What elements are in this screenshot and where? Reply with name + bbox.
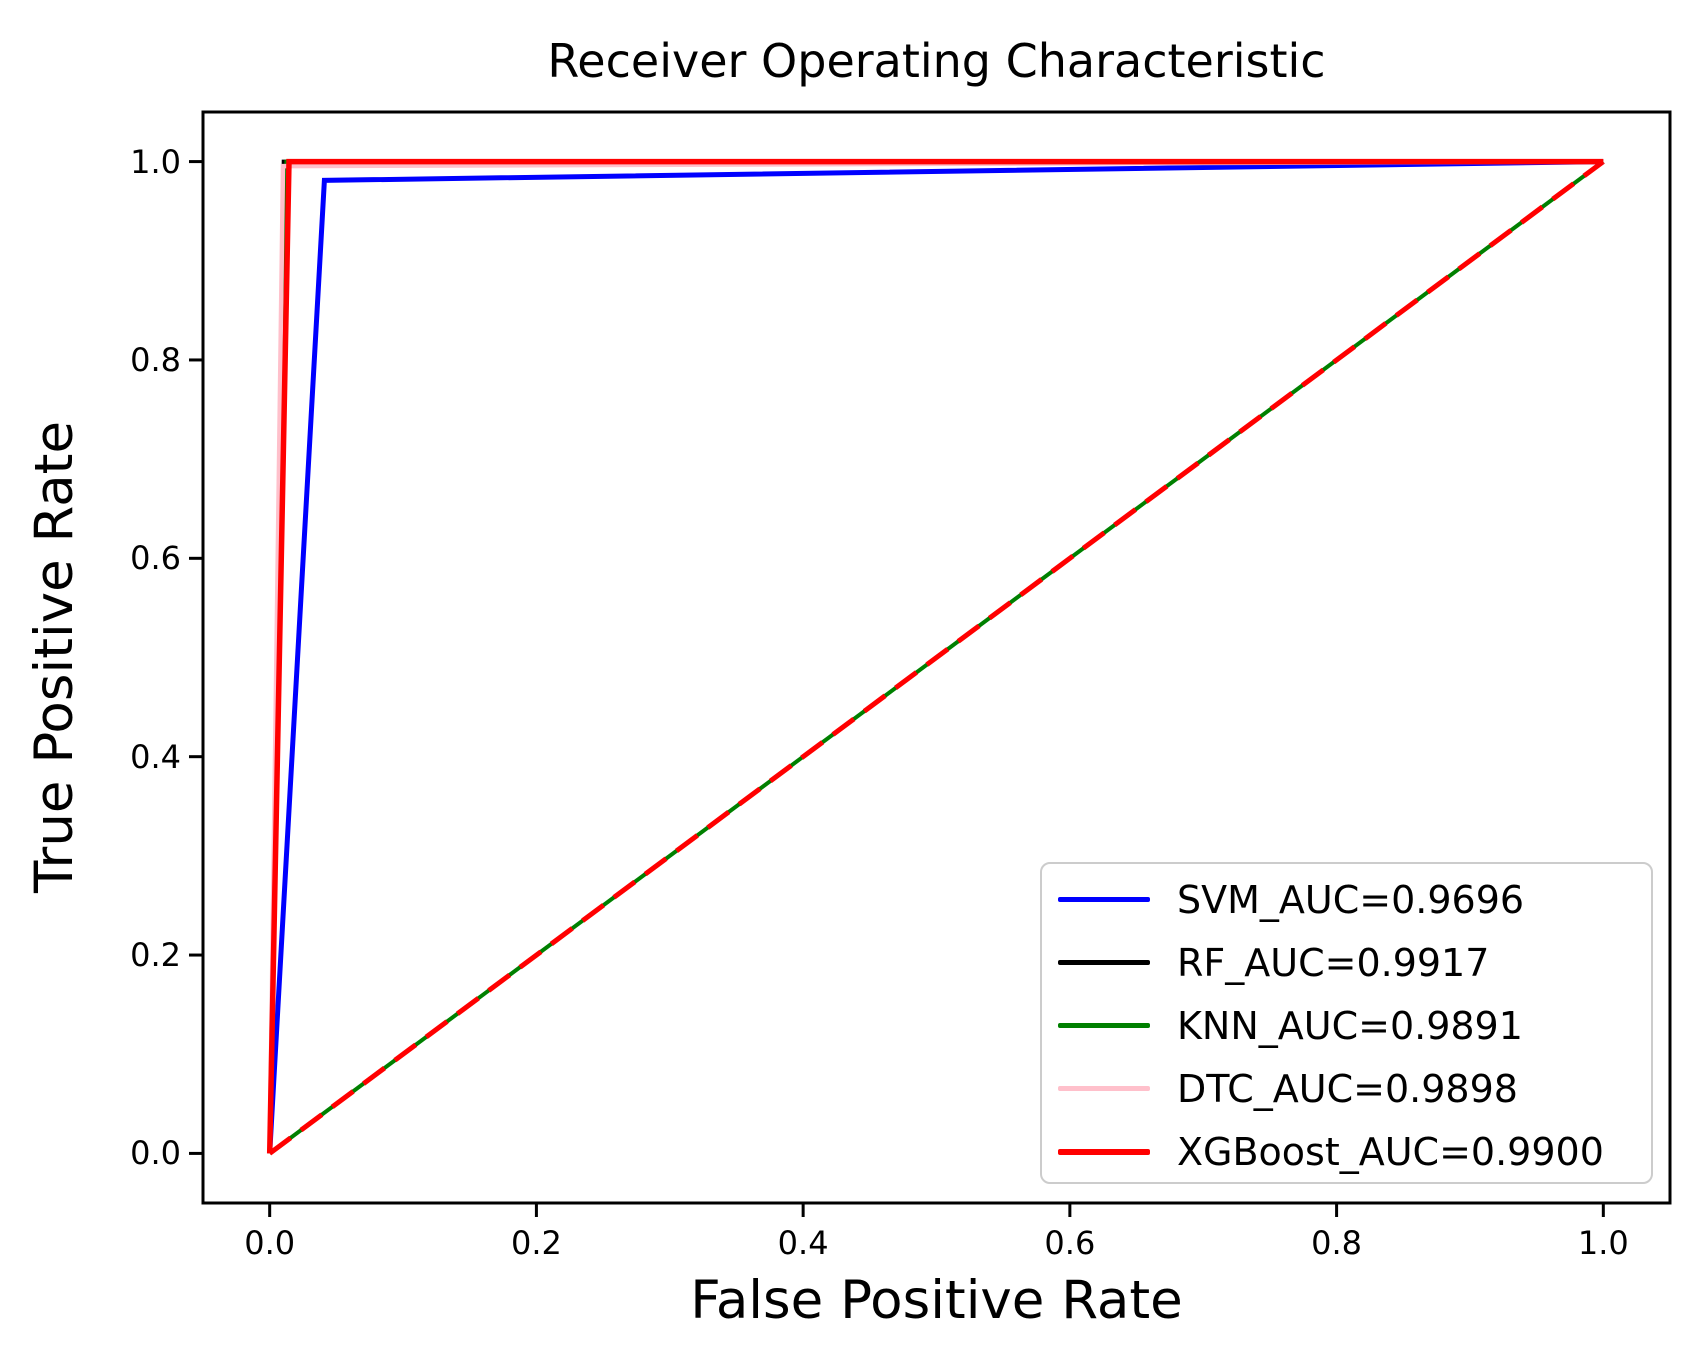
y-tick-label-0.8: 0.8 <box>130 340 181 379</box>
legend-label: RF_AUC=0.9917 <box>1177 940 1490 985</box>
legend-swatch-svm <box>1058 897 1150 902</box>
y-tick-label-0.0: 0.0 <box>130 1134 181 1173</box>
x-tick-label-0.0: 0.0 <box>244 1224 296 1262</box>
legend-label: KNN_AUC=0.9891 <box>1177 1003 1523 1048</box>
legend-label: XGBoost_AUC=0.9900 <box>1177 1129 1604 1174</box>
x-tick-label-0.8: 0.8 <box>1311 1224 1363 1262</box>
legend-swatch-dtc <box>1058 1086 1150 1091</box>
legend: SVM_AUC=0.9696 RF_AUC=0.9917 KNN_AUC=0.989… <box>1040 862 1653 1184</box>
y-tick-label-1.0: 1.0 <box>130 142 181 181</box>
x-axis-label: False Positive Rate <box>690 1270 1183 1331</box>
legend-item-svm: SVM_AUC=0.9696 <box>1058 868 1651 931</box>
legend-item-xgboost: XGBoost_AUC=0.9900 <box>1058 1120 1651 1183</box>
x-tick-label-0.6: 0.6 <box>1044 1224 1096 1262</box>
legend-swatch-xgboost <box>1058 1148 1150 1155</box>
x-tick-label-0.4: 0.4 <box>777 1224 829 1262</box>
plot-spines <box>201 110 1672 1205</box>
chance-line-red-dashed <box>268 159 1605 1156</box>
chart-title: Receiver Operating Characteristic <box>547 34 1326 88</box>
y-tick-label-0.4: 0.4 <box>130 737 181 776</box>
legend-label: SVM_AUC=0.9696 <box>1177 877 1525 922</box>
y-tick-label-0.2: 0.2 <box>130 936 181 975</box>
legend-swatch-rf <box>1058 960 1150 965</box>
x-tick-label-0.2: 0.2 <box>510 1224 562 1262</box>
legend-item-knn: KNN_AUC=0.9891 <box>1058 994 1651 1057</box>
legend-item-dtc: DTC_AUC=0.9898 <box>1058 1057 1651 1120</box>
roc-curve-svm <box>267 159 1604 1154</box>
x-tick-label-1.0: 1.0 <box>1577 1224 1629 1262</box>
legend-label: DTC_AUC=0.9898 <box>1177 1066 1518 1111</box>
y-tick-label-0.6: 0.6 <box>130 539 181 578</box>
legend-swatch-knn <box>1058 1023 1150 1028</box>
roc-curve-xgboost <box>266 158 1604 1154</box>
legend-item-rf: RF_AUC=0.9917 <box>1058 931 1651 994</box>
